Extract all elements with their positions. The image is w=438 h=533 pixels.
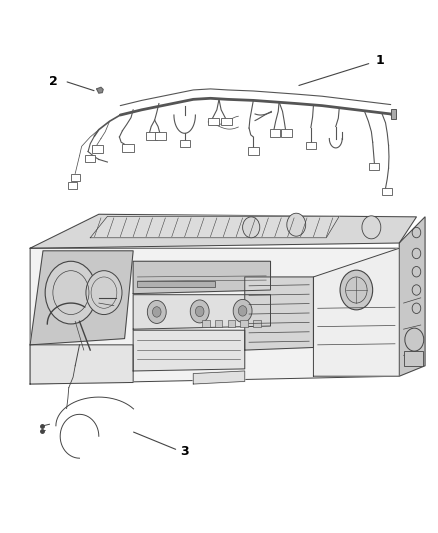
Polygon shape: [193, 371, 245, 384]
Circle shape: [195, 306, 204, 317]
Text: 2: 2: [49, 75, 58, 87]
Circle shape: [45, 261, 97, 324]
Circle shape: [340, 270, 373, 310]
Bar: [146, 132, 157, 140]
Bar: [71, 174, 80, 181]
Circle shape: [147, 301, 166, 324]
Bar: [369, 163, 379, 171]
Bar: [215, 320, 223, 327]
Bar: [155, 132, 166, 140]
Bar: [281, 129, 292, 137]
Bar: [228, 320, 235, 327]
Bar: [68, 182, 78, 189]
Polygon shape: [245, 277, 314, 350]
Bar: [221, 118, 232, 125]
Text: 1: 1: [376, 54, 384, 67]
Bar: [391, 109, 396, 119]
Polygon shape: [133, 330, 245, 371]
Polygon shape: [399, 217, 425, 376]
Polygon shape: [133, 261, 271, 294]
Polygon shape: [30, 345, 133, 384]
Circle shape: [86, 271, 122, 314]
Circle shape: [190, 300, 209, 323]
Polygon shape: [30, 214, 417, 248]
Bar: [202, 320, 209, 327]
Polygon shape: [30, 248, 399, 384]
Polygon shape: [97, 87, 103, 93]
Bar: [270, 129, 280, 137]
Circle shape: [243, 217, 260, 238]
Bar: [403, 351, 423, 366]
Circle shape: [233, 300, 252, 322]
Text: 3: 3: [180, 446, 189, 458]
Polygon shape: [30, 251, 133, 345]
Bar: [138, 281, 215, 287]
Polygon shape: [90, 216, 339, 238]
Polygon shape: [133, 295, 271, 329]
Bar: [253, 320, 261, 327]
Bar: [240, 320, 248, 327]
Bar: [123, 144, 134, 151]
Circle shape: [287, 213, 306, 236]
Bar: [248, 147, 259, 155]
Bar: [85, 155, 95, 162]
Bar: [306, 142, 316, 149]
Circle shape: [152, 306, 161, 317]
Bar: [208, 118, 219, 125]
Polygon shape: [314, 248, 399, 376]
Bar: [382, 188, 392, 195]
Circle shape: [238, 306, 247, 316]
Bar: [92, 145, 103, 152]
Bar: [180, 140, 190, 148]
Circle shape: [362, 216, 381, 239]
